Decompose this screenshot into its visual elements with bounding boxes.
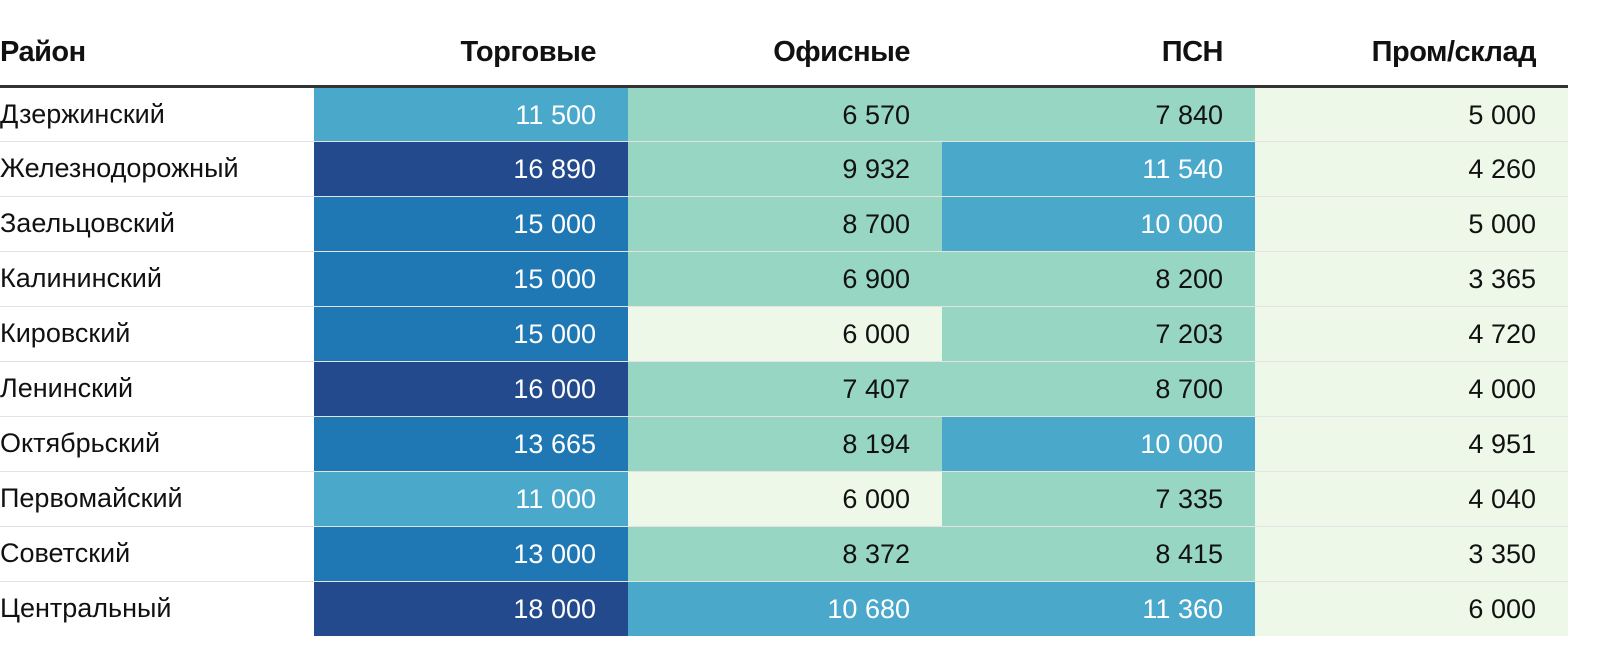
cell-industrial-warehouse: 3 350 [1255, 525, 1568, 581]
cell-psn: 8 415 [942, 525, 1255, 581]
cell-psn: 10 000 [942, 415, 1255, 471]
table-body: Дзержинский 11 500 6 570 7 840 5 000 Железнод… [0, 86, 1568, 636]
table-row: Советский 13 000 8 372 8 415 3 350 [0, 525, 1568, 581]
table-row: Железнодорожный 16 890 9 932 11 540 4 260 [0, 140, 1568, 196]
cell-retail: 16 890 [314, 140, 628, 196]
district-name: Кировский [0, 305, 314, 361]
cell-psn: 10 000 [942, 195, 1255, 251]
cell-retail: 16 000 [314, 360, 628, 416]
cell-industrial-warehouse: 4 260 [1255, 140, 1568, 196]
cell-retail: 13 000 [314, 525, 628, 581]
cell-industrial-warehouse: 5 000 [1255, 86, 1568, 141]
district-name: Заельцовский [0, 195, 314, 251]
price-heatmap-table: Район Торговые Офисные ПСН Пром/склад Дз… [0, 0, 1568, 636]
cell-industrial-warehouse: 3 365 [1255, 250, 1568, 306]
district-name: Ленинский [0, 360, 314, 416]
table-row: Дзержинский 11 500 6 570 7 840 5 000 [0, 86, 1568, 141]
cell-retail: 13 665 [314, 415, 628, 471]
cell-industrial-warehouse: 4 000 [1255, 360, 1568, 416]
column-header-office: Офисные [628, 0, 942, 88]
district-name: Центральный [0, 580, 314, 636]
cell-retail: 15 000 [314, 195, 628, 251]
column-header-district: Район [0, 0, 314, 88]
cell-industrial-warehouse: 4 720 [1255, 305, 1568, 361]
header-row: Район Торговые Офисные ПСН Пром/склад [0, 0, 1568, 88]
cell-office: 6 900 [628, 250, 942, 306]
cell-psn: 8 200 [942, 250, 1255, 306]
district-name: Дзержинский [0, 86, 314, 141]
table-row: Октябрьский 13 665 8 194 10 000 4 951 [0, 415, 1568, 471]
cell-retail: 11 000 [314, 470, 628, 526]
cell-psn: 7 335 [942, 470, 1255, 526]
cell-office: 8 194 [628, 415, 942, 471]
cell-retail: 15 000 [314, 250, 628, 306]
table-row: Первомайский 11 000 6 000 7 335 4 040 [0, 470, 1568, 526]
cell-office: 8 372 [628, 525, 942, 581]
cell-office: 6 570 [628, 86, 942, 141]
cell-psn: 7 840 [942, 86, 1255, 141]
cell-industrial-warehouse: 6 000 [1255, 580, 1568, 636]
cell-psn: 11 540 [942, 140, 1255, 196]
column-header-retail: Торговые [314, 0, 628, 88]
cell-office: 10 680 [628, 580, 942, 636]
cell-retail: 15 000 [314, 305, 628, 361]
cell-industrial-warehouse: 4 040 [1255, 470, 1568, 526]
cell-psn: 7 203 [942, 305, 1255, 361]
column-header-industrial-warehouse: Пром/склад [1255, 0, 1568, 88]
cell-psn: 11 360 [942, 580, 1255, 636]
table-row: Заельцовский 15 000 8 700 10 000 5 000 [0, 195, 1568, 251]
cell-industrial-warehouse: 4 951 [1255, 415, 1568, 471]
cell-office: 7 407 [628, 360, 942, 416]
cell-office: 8 700 [628, 195, 942, 251]
cell-industrial-warehouse: 5 000 [1255, 195, 1568, 251]
table-row: Ленинский 16 000 7 407 8 700 4 000 [0, 360, 1568, 416]
cell-retail: 11 500 [314, 86, 628, 141]
district-name: Советский [0, 525, 314, 581]
cell-retail: 18 000 [314, 580, 628, 636]
district-name: Калининский [0, 250, 314, 306]
cell-office: 6 000 [628, 305, 942, 361]
cell-psn: 8 700 [942, 360, 1255, 416]
district-name: Первомайский [0, 470, 314, 526]
table-row: Центральный 18 000 10 680 11 360 6 000 [0, 580, 1568, 636]
table-row: Кировский 15 000 6 000 7 203 4 720 [0, 305, 1568, 361]
district-name: Октябрьский [0, 415, 314, 471]
cell-office: 9 932 [628, 140, 942, 196]
table-row: Калининский 15 000 6 900 8 200 3 365 [0, 250, 1568, 306]
district-name: Железнодорожный [0, 140, 314, 196]
cell-office: 6 000 [628, 470, 942, 526]
column-header-psn: ПСН [942, 0, 1255, 88]
